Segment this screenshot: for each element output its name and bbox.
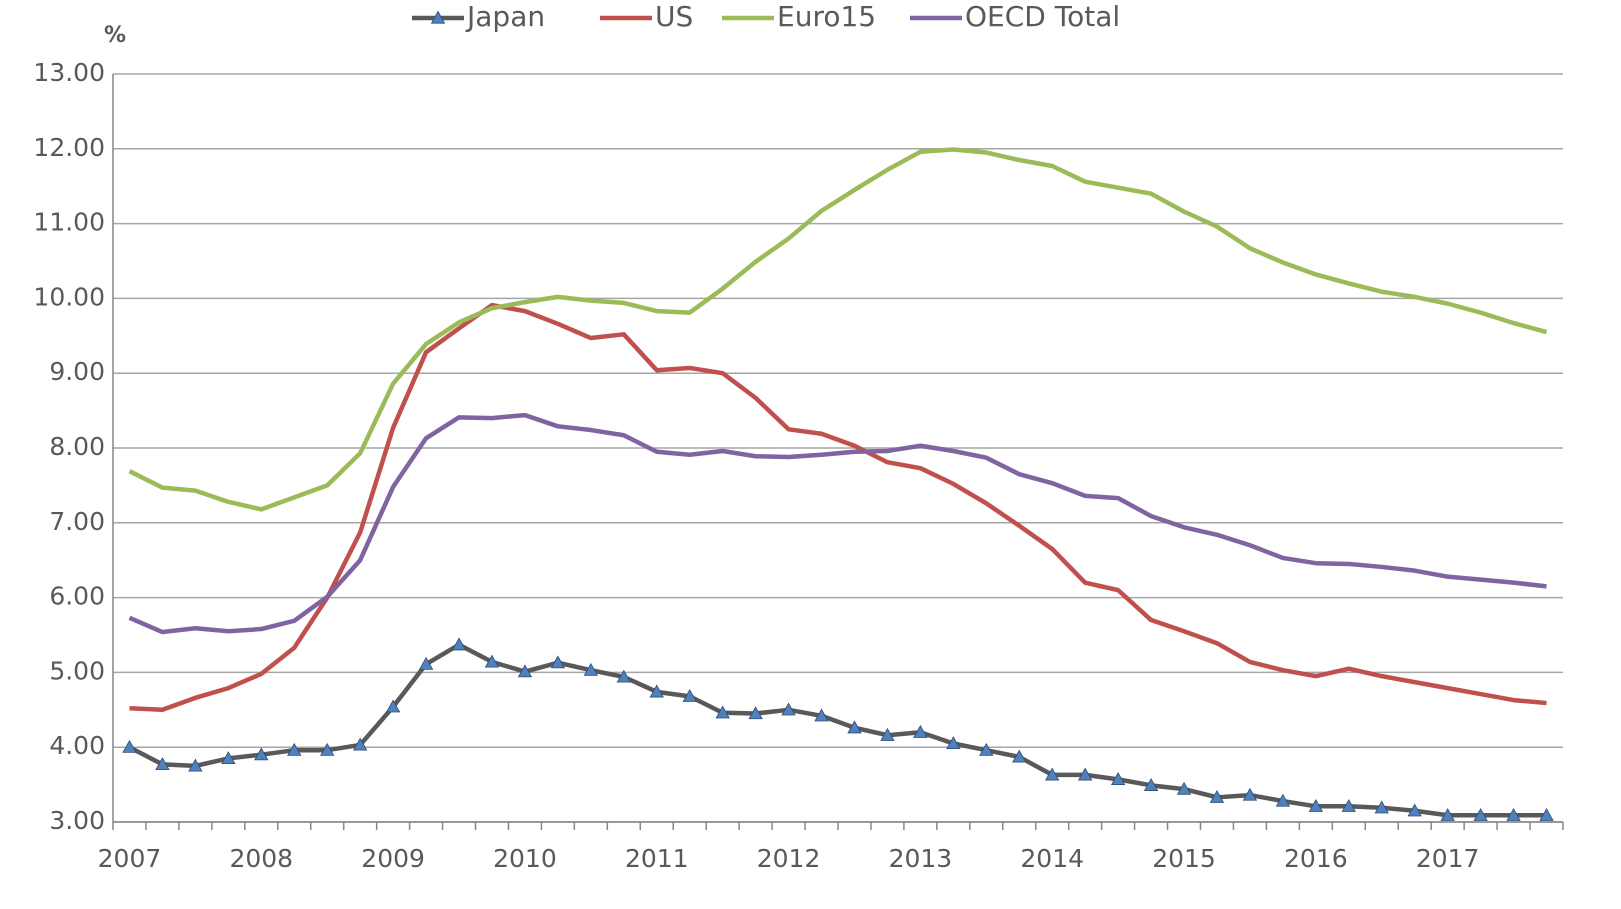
point-marker — [1176, 781, 1192, 795]
legend-label: US — [655, 0, 693, 33]
y-tick-label: 8.00 — [49, 432, 105, 461]
point-marker — [418, 656, 434, 670]
point-marker — [1374, 800, 1389, 814]
point-marker — [1473, 807, 1488, 821]
legend-label: OECD Total — [965, 0, 1120, 33]
x-tick-label: 2014 — [1020, 844, 1084, 873]
point-marker — [1539, 807, 1554, 821]
y-tick-label: 4.00 — [49, 731, 105, 760]
point-marker — [320, 742, 335, 756]
point-marker — [188, 758, 203, 772]
point-marker — [221, 751, 236, 765]
point-marker — [1110, 772, 1126, 785]
point-marker — [682, 689, 697, 702]
x-tick-label: 2012 — [757, 844, 821, 873]
point-marker — [517, 664, 533, 678]
x-tick-label: 2010 — [493, 844, 557, 873]
point-marker — [880, 727, 895, 741]
point-marker — [1407, 803, 1422, 817]
point-marker — [781, 702, 796, 716]
legend-label: Euro15 — [777, 0, 876, 33]
point-marker — [1275, 793, 1291, 807]
x-tick-label: 2011 — [625, 844, 689, 873]
point-marker — [847, 720, 862, 734]
series-line — [128, 412, 1547, 635]
point-marker — [1045, 767, 1060, 781]
point-marker — [254, 747, 269, 761]
y-tick-label: 10.00 — [33, 282, 105, 311]
point-marker — [1012, 749, 1027, 763]
y-tick-label: 6.00 — [49, 582, 105, 611]
point-marker — [1143, 778, 1159, 791]
point-marker — [550, 655, 566, 669]
y-axis-label: % — [104, 23, 126, 48]
point-marker — [122, 739, 137, 753]
point-marker — [352, 737, 368, 751]
point-marker — [715, 705, 730, 719]
y-tick-label: 9.00 — [49, 357, 105, 386]
point-marker — [451, 637, 467, 651]
point-marker — [1077, 767, 1093, 781]
y-tick-label: 11.00 — [33, 208, 105, 237]
point-marker — [946, 736, 961, 750]
legend-marker — [430, 10, 446, 24]
series-line — [129, 302, 1547, 713]
point-marker — [1506, 807, 1521, 821]
y-tick-label: 13.00 — [33, 58, 105, 87]
point-marker — [155, 757, 170, 771]
point-marker — [1341, 798, 1356, 812]
x-tick-label: 2009 — [361, 844, 425, 873]
point-marker — [484, 654, 500, 668]
legend-label: Japan — [465, 0, 545, 33]
y-tick-label: 7.00 — [49, 507, 105, 536]
y-tick-label: 5.00 — [49, 656, 105, 685]
x-tick-label: 2008 — [229, 844, 293, 873]
point-marker — [1209, 789, 1225, 803]
x-tick-label: 2017 — [1416, 844, 1480, 873]
x-tick-label: 2007 — [98, 844, 162, 873]
point-marker — [616, 669, 631, 683]
point-marker — [913, 724, 928, 738]
point-marker — [748, 706, 763, 720]
point-marker — [1308, 798, 1324, 812]
y-tick-label: 12.00 — [33, 133, 105, 162]
point-marker — [583, 662, 599, 676]
y-tick-label: 3.00 — [49, 806, 105, 835]
point-marker — [979, 742, 994, 756]
point-marker — [649, 684, 664, 698]
point-marker — [287, 742, 302, 756]
point-marker — [1242, 787, 1258, 801]
x-tick-label: 2016 — [1284, 844, 1348, 873]
series-line — [128, 642, 1547, 818]
point-marker — [385, 699, 401, 713]
point-marker — [1440, 807, 1455, 821]
series-line — [128, 147, 1548, 512]
point-marker — [814, 708, 829, 722]
x-tick-label: 2015 — [1152, 844, 1216, 873]
x-tick-label: 2013 — [889, 844, 953, 873]
